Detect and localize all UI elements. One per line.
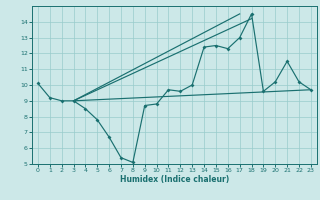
X-axis label: Humidex (Indice chaleur): Humidex (Indice chaleur) xyxy=(120,175,229,184)
